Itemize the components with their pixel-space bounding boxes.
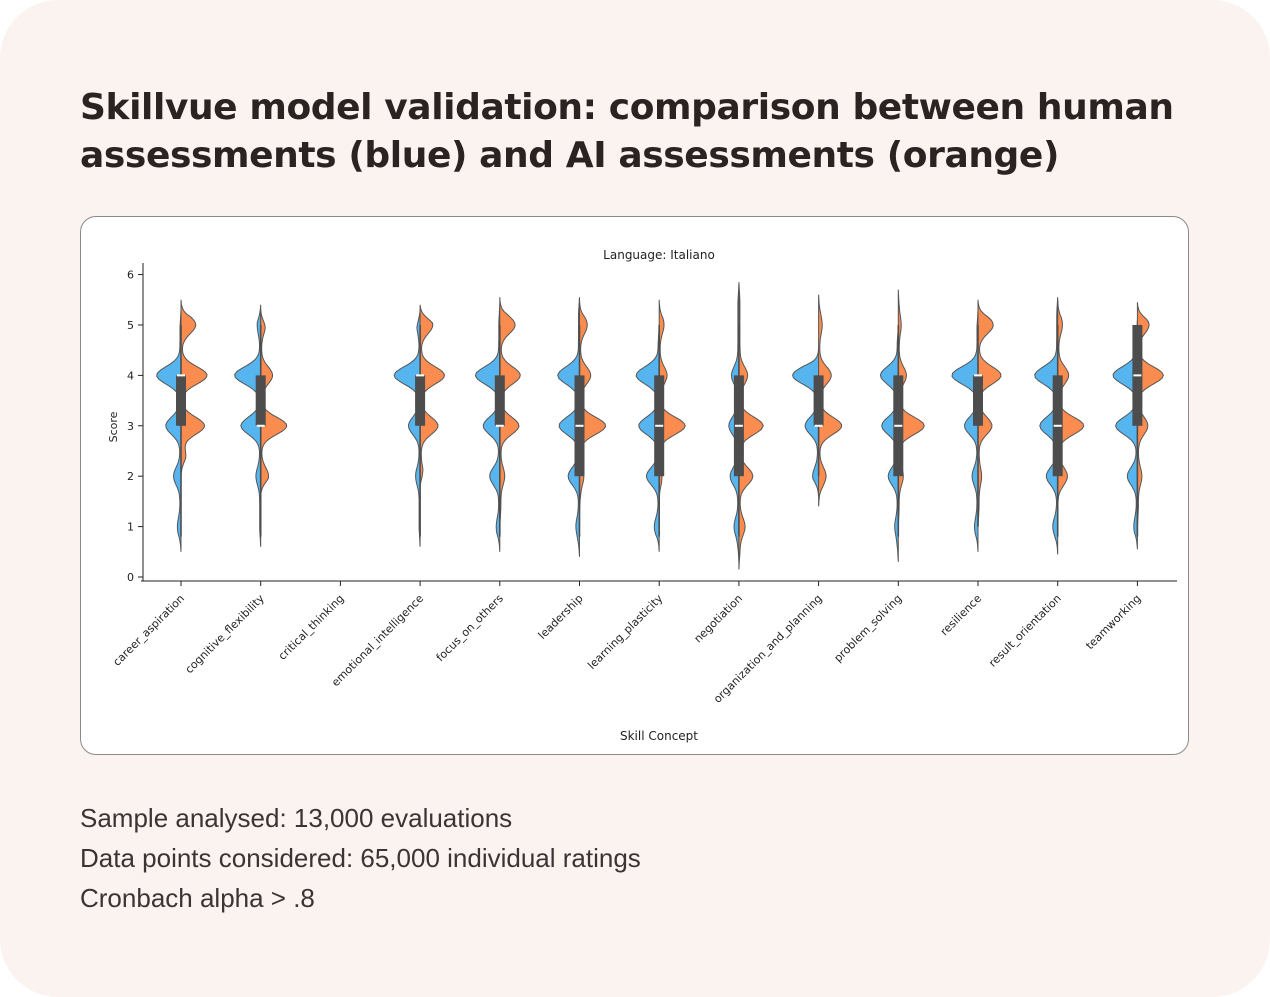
- x-tick-label: result_orientation: [986, 592, 1064, 670]
- iqr-box: [813, 375, 824, 426]
- y-tick-label: 5: [127, 319, 134, 332]
- y-tick-label: 4: [127, 369, 134, 382]
- violin-half-human: [792, 347, 820, 497]
- violin-half-human: [635, 324, 660, 552]
- x-tick-label: leadership: [536, 592, 586, 642]
- stats-block: Sample analysed: 13,000 evaluations Data…: [80, 798, 641, 918]
- violin-half-ai: [180, 299, 208, 477]
- violin-half-human: [557, 297, 580, 557]
- chart-panel: 0 1 2 3 4 5 6 career_aspiration cognitive_flexib…: [80, 216, 1189, 755]
- title-line-1: Skillvue model validation: comparison be…: [80, 87, 1174, 128]
- y-tick-label: 6: [127, 269, 134, 282]
- violin-half-human: [951, 309, 979, 552]
- violin-layer: [156, 282, 1164, 570]
- stat-cronbach: Cronbach alpha > .8: [80, 883, 315, 913]
- violin-half-human: [474, 304, 501, 552]
- x-tick-label: resilience: [938, 592, 984, 638]
- iqr-box: [494, 375, 505, 426]
- x-tick-label: negotiation: [692, 592, 746, 646]
- violin-half-human: [393, 309, 421, 547]
- x-tick-label: learning_plasticity: [585, 592, 665, 672]
- violin-half-human: [1034, 297, 1059, 555]
- x-tick-label: emotional_intelligence: [329, 592, 426, 689]
- violin-half-human: [156, 309, 182, 552]
- y-tick-label: 1: [127, 521, 134, 534]
- title-line-2: assessments (blue) and AI assessments (o…: [80, 135, 1060, 176]
- page-title: Skillvue model validation: comparison be…: [80, 84, 1200, 180]
- iqr-box: [176, 375, 186, 426]
- axes-layer: 0 1 2 3 4 5 6 career_aspirationcognitive_flexib…: [110, 263, 1177, 706]
- x-tick-label: teamworking: [1083, 592, 1143, 652]
- iqr-box: [415, 375, 426, 426]
- x-axis-label: Skill Concept: [620, 729, 698, 743]
- stat-sample: Sample analysed: 13,000 evaluations: [80, 803, 513, 833]
- chart-title: Language: Italiano: [603, 248, 715, 262]
- y-axis-label: Score: [107, 411, 120, 442]
- x-tick-label: cognitive_flexibility: [183, 592, 267, 676]
- x-tick-label: critical_thinking: [276, 592, 347, 663]
- x-tick-label: focus_on_others: [434, 592, 506, 664]
- x-tick-label: problem_solving: [832, 592, 905, 665]
- x-tick-label: career_aspiration: [110, 592, 187, 669]
- violin-chart: 0 1 2 3 4 5 6 career_aspirationcognitive_flexib…: [107, 248, 1177, 743]
- y-tick-label: 2: [127, 470, 134, 483]
- stat-data-points: Data points considered: 65,000 individua…: [80, 843, 641, 873]
- violin-half-human: [728, 284, 740, 562]
- violin-half-ai: [738, 282, 764, 570]
- iqr-box: [973, 375, 983, 426]
- y-tick-label: 0: [127, 571, 134, 584]
- violin-half-human: [234, 304, 262, 547]
- iqr-box: [255, 375, 266, 426]
- y-tick-label: 3: [127, 420, 134, 433]
